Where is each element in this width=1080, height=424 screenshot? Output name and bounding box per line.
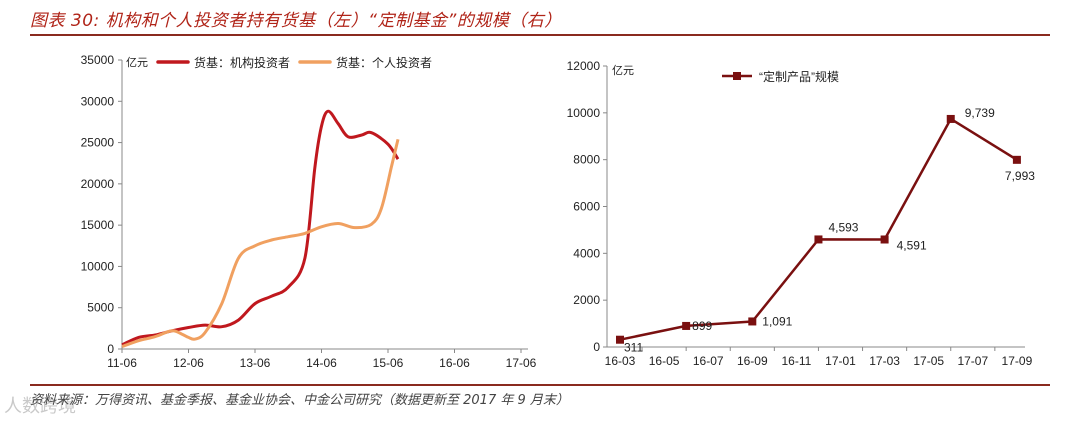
y-tick-label: 20000	[81, 177, 115, 191]
data-label: 7,993	[1005, 169, 1035, 183]
x-tick-label: 17-06	[506, 356, 537, 370]
top-rule	[30, 34, 1050, 36]
data-point-marker	[880, 235, 889, 244]
data-label: 4,591	[897, 238, 927, 252]
y-tick-label: 8000	[573, 153, 600, 167]
data-point-marker	[748, 317, 757, 326]
x-tick-label: 16-11	[781, 354, 811, 368]
y-unit-label: 亿元	[612, 64, 634, 77]
legend-label: 货基：个人投资者	[336, 55, 432, 70]
x-tick-label: 17-01	[825, 354, 856, 368]
y-tick-label: 10000	[567, 106, 601, 120]
data-point-marker	[682, 321, 691, 330]
bottom-rule	[30, 384, 1050, 386]
figure-title: 图表 30: 机构和个人投资者持有货基（左）“定制基金”的规模（右）	[30, 11, 562, 31]
data-point-marker	[814, 235, 823, 244]
y-tick-label: 15000	[81, 218, 115, 232]
right-chart: 0 2000 4000 6000 8000 10000 12000 16-03 16-05 16-…	[567, 59, 1036, 368]
y-tick-label: 25000	[81, 136, 115, 150]
institutional-series-line	[121, 109, 400, 347]
data-label: 1,091	[762, 314, 792, 328]
custom-product-series-line	[619, 117, 1018, 341]
left-chart: 0 5000 10000 15000 20000 25000 30000 35000 11-06…	[81, 53, 537, 370]
data-point-marker	[1012, 155, 1021, 164]
x-tick-label: 11-06	[107, 356, 137, 370]
x-tick-label: 14-06	[306, 356, 337, 370]
x-tick-label: 12-06	[173, 356, 204, 370]
source-note: 资料来源：万得资讯、基金季报、基金业协会、中金公司研究（数据更新至 2017 年…	[30, 393, 569, 408]
y-tick-label: 0	[593, 340, 600, 354]
x-tick-label: 15-06	[373, 356, 404, 370]
x-tick-label: 17-05	[913, 354, 944, 368]
x-tick-label: 16-06	[439, 356, 470, 370]
data-point-marker	[616, 335, 624, 344]
x-tick-label: 17-07	[957, 354, 988, 368]
data-point-marker	[946, 114, 955, 123]
data-label: 9,739	[965, 106, 995, 120]
watermark: 人数跨境	[4, 396, 76, 417]
x-tick-label: 17-09	[1002, 354, 1033, 368]
y-tick-label: 10000	[81, 259, 115, 273]
y-tick-label: 12000	[567, 59, 601, 73]
data-label: 899	[692, 319, 712, 333]
legend-label: “定制产品”规模	[759, 69, 839, 84]
x-tick-label: 16-09	[737, 354, 768, 368]
x-tick-label: 16-03	[605, 354, 636, 368]
y-unit-label: 亿元	[126, 56, 148, 69]
individual-series-line	[121, 138, 400, 348]
x-tick-label: 16-05	[649, 354, 680, 368]
data-label: 311	[624, 341, 643, 355]
y-tick-label: 6000	[573, 200, 600, 214]
y-tick-label: 2000	[573, 293, 600, 307]
legend-label: 货基：机构投资者	[194, 55, 290, 70]
y-tick-label: 5000	[87, 301, 114, 315]
y-tick-label: 30000	[81, 94, 115, 108]
x-tick-label: 16-07	[693, 354, 724, 368]
legend-marker	[733, 72, 741, 80]
x-tick-label: 17-03	[869, 354, 900, 368]
y-tick-label: 35000	[81, 53, 115, 67]
x-tick-label: 13-06	[240, 356, 271, 370]
data-label: 4,593	[828, 220, 858, 234]
y-tick-label: 0	[107, 342, 114, 356]
y-tick-label: 4000	[573, 246, 600, 260]
